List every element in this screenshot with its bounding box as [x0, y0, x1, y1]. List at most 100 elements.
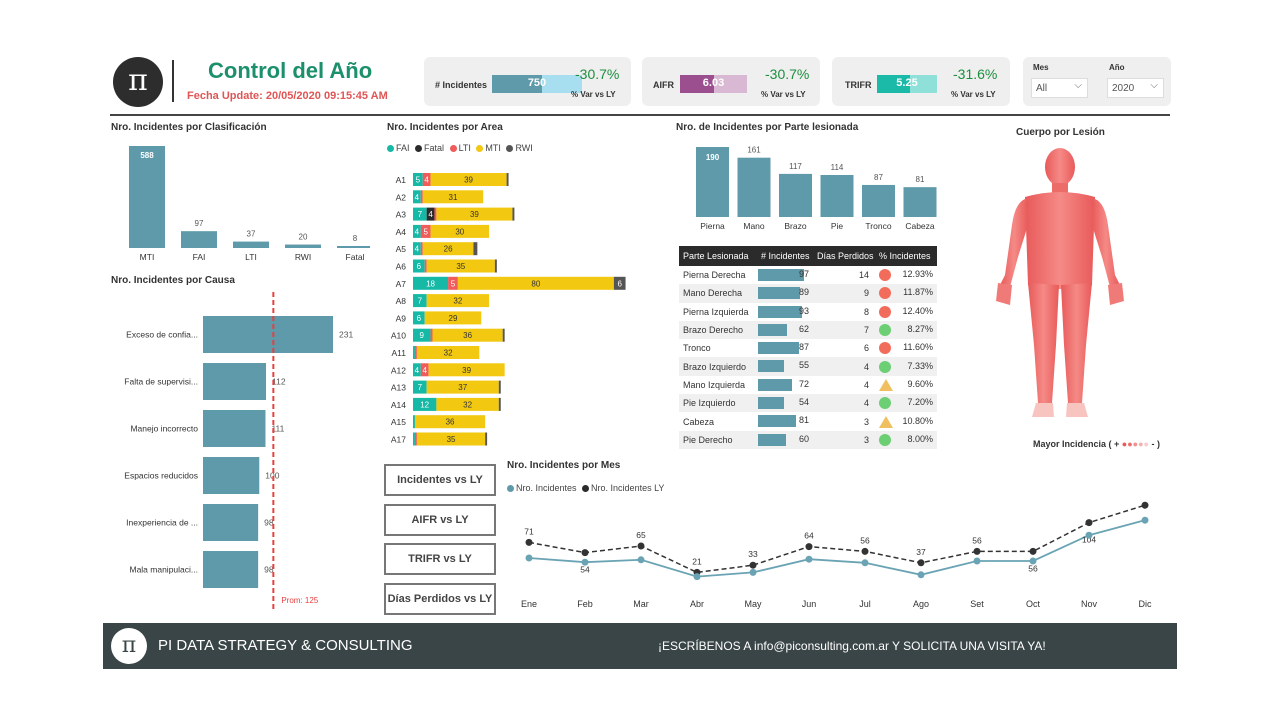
table-row[interactable]: Cabeza 81 3 10.80%: [679, 412, 937, 430]
bar-causa[interactable]: [203, 504, 259, 541]
bar-LTI[interactable]: [233, 241, 269, 248]
point-current[interactable]: [581, 558, 589, 566]
bar-segment-MTI[interactable]: [436, 207, 513, 221]
point-ly[interactable]: [1029, 547, 1037, 555]
bar-segment-RWI[interactable]: [473, 242, 478, 256]
point-ly[interactable]: [581, 549, 589, 557]
table-row[interactable]: Tronco 87 6 11.60%: [679, 339, 937, 357]
bar-causa[interactable]: [203, 457, 260, 494]
table-row[interactable]: Pierna Izquierda 93 8 12.40%: [679, 303, 937, 321]
bar-segment-RWI[interactable]: [613, 276, 626, 290]
bar-segment-MTI[interactable]: [422, 190, 484, 204]
bar-segment-FAI[interactable]: [413, 242, 421, 256]
point-ly[interactable]: [1085, 519, 1093, 527]
bar-segment-MTI[interactable]: [424, 311, 482, 325]
bar-Tronco[interactable]: [862, 184, 895, 217]
point-current[interactable]: [749, 568, 757, 576]
kpi-card-aifr[interactable]: AIFR 6.03 -30.7% % Var vs LY: [642, 57, 820, 106]
bar-segment-FAI[interactable]: [413, 276, 449, 290]
bar-segment-LTI[interactable]: [420, 242, 423, 256]
column-header[interactable]: # Incidentes: [757, 246, 813, 266]
bar-segment-FAI[interactable]: [413, 432, 415, 446]
bar-segment-MTI[interactable]: [436, 397, 499, 411]
bar-segment-FAI[interactable]: [413, 224, 421, 238]
trifr-vs-ly-button[interactable]: TRIFR vs LY: [384, 543, 496, 575]
bar-segment-RWI[interactable]: [512, 207, 515, 221]
bar-causa[interactable]: [203, 410, 266, 447]
bar-segment-MTI[interactable]: [426, 380, 499, 394]
bar-segment-RWI[interactable]: [502, 328, 505, 342]
kpi-card-trifr[interactable]: TRIFR 5.25 -31.6% % Var vs LY: [832, 57, 1010, 106]
incidentes-vs-ly-button[interactable]: Incidentes vs LY: [384, 464, 496, 496]
column-header[interactable]: Días Perdidos: [813, 246, 875, 266]
point-ly[interactable]: [637, 542, 645, 550]
body-right-hand[interactable]: [996, 283, 1012, 305]
bar-segment-LTI[interactable]: [434, 207, 437, 221]
point-ly[interactable]: [749, 561, 757, 569]
body-left-leg[interactable]: [1061, 283, 1092, 403]
bar-segment-FAI[interactable]: [413, 294, 427, 308]
point-ly[interactable]: [1141, 501, 1149, 509]
body-head[interactable]: [1045, 148, 1075, 186]
bar-Brazo[interactable]: [779, 173, 812, 217]
bar-segment-RWI[interactable]: [498, 380, 501, 394]
bar-segment-FAI[interactable]: [413, 328, 431, 342]
bar-segment-FAI[interactable]: [413, 311, 425, 325]
column-header[interactable]: Parte Lesionada: [679, 246, 757, 266]
bar-segment-MTI[interactable]: [416, 346, 480, 359]
point-current[interactable]: [525, 554, 533, 562]
point-current[interactable]: [973, 557, 981, 565]
bar-Pierna[interactable]: [696, 147, 729, 217]
point-ly[interactable]: [805, 543, 813, 551]
body-right-foot[interactable]: [1032, 403, 1054, 417]
bar-RWI[interactable]: [285, 244, 321, 248]
bar-segment-Fatal[interactable]: [426, 207, 435, 221]
point-current[interactable]: [861, 559, 869, 567]
bar-segment-FAI[interactable]: [413, 380, 427, 394]
bar-segment-MTI[interactable]: [430, 224, 490, 238]
mes-dropdown[interactable]: All ⌵: [1031, 78, 1088, 98]
bar-segment-LTI[interactable]: [424, 259, 427, 273]
bar-Cabeza[interactable]: [903, 187, 937, 217]
bar-segment-MTI[interactable]: [428, 363, 505, 377]
bar-segment-RWI[interactable]: [506, 173, 509, 186]
bar-segment-RWI[interactable]: [494, 259, 497, 273]
point-current[interactable]: [1029, 557, 1037, 565]
table-row[interactable]: Pie Derecho 60 3 8.00%: [679, 430, 937, 449]
point-current[interactable]: [917, 571, 925, 579]
bar-segment-MTI[interactable]: [422, 242, 474, 256]
bar-segment-FAI[interactable]: [413, 207, 427, 221]
body-right-arm[interactable]: [1000, 199, 1028, 287]
table-row[interactable]: Brazo Izquierdo 55 4 7.33%: [679, 357, 937, 376]
bar-segment-LTI[interactable]: [414, 346, 417, 359]
bar-segment-MTI[interactable]: [432, 328, 503, 342]
bar-segment-MTI[interactable]: [414, 415, 486, 429]
bar-Mano[interactable]: [737, 157, 771, 217]
bar-FAI[interactable]: [181, 231, 217, 248]
bar-segment-FAI[interactable]: [413, 363, 421, 377]
bar-segment-LTI[interactable]: [448, 276, 458, 290]
bar-segment-MTI[interactable]: [430, 173, 507, 186]
bar-segment-MTI[interactable]: [426, 294, 490, 308]
bar-segment-LTI[interactable]: [414, 432, 417, 446]
footer-cta-link[interactable]: ¡ESCRÍBENOS A info@piconsulting.com.ar Y…: [658, 639, 1046, 653]
point-current[interactable]: [637, 556, 645, 564]
table-row[interactable]: Mano Izquierda 72 4 9.60%: [679, 376, 937, 394]
point-ly[interactable]: [917, 559, 925, 567]
bar-segment-FAI[interactable]: [413, 173, 423, 186]
table-row[interactable]: Pierna Derecha 97 14 12.93%: [679, 266, 937, 284]
anio-dropdown[interactable]: 2020 ⌵: [1107, 78, 1164, 98]
column-header[interactable]: % Incidentes: [875, 246, 937, 266]
bar-segment-LTI[interactable]: [420, 224, 431, 238]
aifr-vs-ly-button[interactable]: AIFR vs LY: [384, 504, 496, 536]
point-current[interactable]: [693, 573, 701, 581]
bar-segment-FAI[interactable]: [413, 190, 421, 204]
point-ly[interactable]: [861, 547, 869, 555]
bar-segment-MTI[interactable]: [457, 276, 614, 290]
kpi-card-incidentes[interactable]: # Incidentes 750 -30.7% % Var vs LY: [424, 57, 631, 106]
bar-segment-MTI[interactable]: [426, 259, 495, 273]
body-torso[interactable]: [1025, 192, 1095, 289]
body-left-foot[interactable]: [1066, 403, 1088, 417]
bar-Fatal[interactable]: [337, 246, 370, 248]
body-left-hand[interactable]: [1108, 283, 1124, 305]
